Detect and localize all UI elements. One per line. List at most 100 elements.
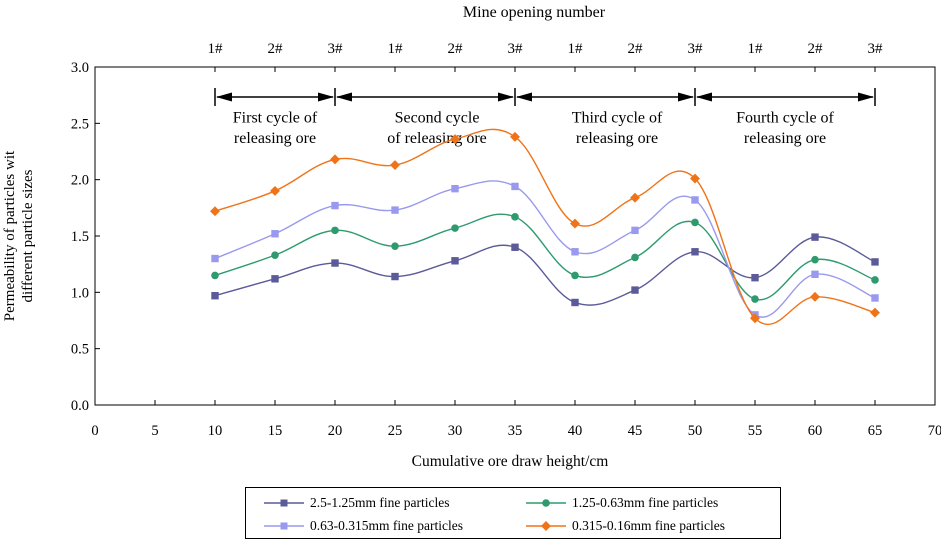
top-axis-title: Mine opening number	[463, 4, 606, 21]
top-tick-label-5: 3#	[508, 41, 524, 57]
series-3-point-7	[571, 248, 579, 256]
y-axis-title-line-2: different particle sizes	[20, 169, 36, 302]
y-tick-label-3: 1.5	[71, 229, 89, 245]
top-tick-label-3: 1#	[388, 41, 404, 57]
series-3-point-8	[631, 226, 639, 235]
series-1-point-12	[871, 258, 879, 266]
series-4-point-9	[690, 173, 700, 184]
series-layer	[210, 128, 880, 326]
y-tick-label-0: 0.0	[71, 398, 89, 414]
x-tick-label-13: 65	[868, 423, 883, 439]
cycle-label-2-line-0: Third cycle of	[572, 110, 663, 127]
top-tick-label-0: 1#	[208, 41, 224, 57]
series-1-point-10	[751, 273, 759, 282]
legend-label-4: 0.315-0.16mm fine particles	[572, 518, 725, 533]
x-tick-label-12: 60	[808, 423, 823, 439]
cycle-label-0-line-1: releasing ore	[234, 130, 316, 147]
series-3-point-2	[271, 230, 279, 238]
series-2-point-5	[451, 224, 459, 232]
series-1-point-2	[271, 275, 279, 283]
top-tick-label-10: 2#	[808, 41, 824, 57]
x-tick-label-8: 40	[568, 423, 583, 439]
series-2-point-9	[691, 218, 699, 227]
series-1-point-7	[571, 298, 579, 307]
legend-item-3: 0.63-0.315mm fine particles	[264, 515, 463, 537]
series-1-point-9	[691, 248, 699, 256]
x-tick-label-6: 30	[448, 423, 463, 439]
legend-swatch-4	[526, 519, 566, 533]
legend-swatch-1	[264, 496, 304, 510]
series-line-3	[214, 180, 876, 318]
series-4-point-8	[630, 192, 640, 203]
legend-label-1: 2.5-1.25mm fine particles	[310, 495, 450, 510]
series-2-point-10	[751, 295, 759, 303]
cycle-label-1-line-1: of releasing ore	[387, 130, 487, 147]
x-tick-label-0: 0	[91, 423, 98, 439]
series-line-4	[214, 128, 876, 326]
top-tick-label-4: 2#	[448, 41, 464, 57]
x-tick-label-4: 20	[328, 423, 343, 439]
top-tick-label-11: 3#	[868, 41, 884, 57]
cycle-arrowhead-right-1	[498, 92, 514, 102]
top-tick-label-2: 3#	[328, 41, 344, 57]
series-4-point-4	[390, 160, 400, 170]
series-3-point-12	[871, 294, 879, 302]
series-4-point-10	[750, 313, 760, 324]
axes: 0.0 0.5 1.0 1.5 2.0 2.5 3.0 0 5 10 15 20 25 30 35 40 45 5…	[71, 41, 941, 439]
legend-item-4: 0.315-0.16mm fine particles	[526, 515, 725, 537]
x-tick-label-10: 50	[688, 423, 703, 439]
series-1-point-1	[211, 292, 219, 300]
series-1-point-5	[451, 257, 459, 265]
x-tick-label-7: 35	[508, 423, 523, 439]
top-tick-label-1: 2#	[268, 41, 284, 57]
x-tick-label-2: 10	[208, 423, 223, 439]
series-4-point-11	[810, 291, 820, 302]
cycle-label-0-line-0: First cycle of	[233, 110, 318, 127]
legend-label-2: 1.25-0.63mm fine particles	[572, 495, 719, 510]
series-1-point-8	[631, 286, 639, 294]
series-2-point-2	[271, 251, 279, 259]
legend-item-1: 2.5-1.25mm fine particles	[264, 492, 449, 514]
series-4-point-6	[510, 131, 520, 142]
y-tick-label-5: 2.5	[71, 116, 89, 132]
cycle-annotations: First cycle of releasing ore Second cycle o…	[214, 88, 876, 147]
cycle-label-1-line-0: Second cycle	[395, 110, 480, 127]
top-tick-label-7: 2#	[628, 41, 644, 57]
series-1-point-6	[511, 243, 519, 251]
series-3-point-6	[511, 182, 519, 191]
cycle-label-3-line-1: releasing ore	[744, 130, 826, 147]
y-tick-label-2: 1.0	[71, 285, 89, 301]
y-tick-label-6: 3.0	[71, 60, 89, 76]
series-4-point-1	[210, 206, 220, 217]
x-tick-label-1: 5	[151, 423, 158, 439]
series-3-point-3	[331, 201, 339, 210]
y-tick-label-4: 2.0	[71, 173, 89, 189]
top-tick-label-9: 1#	[748, 41, 764, 57]
series-2-point-6	[511, 213, 519, 221]
series-4-point-3	[330, 154, 340, 165]
top-tick-label-6: 1#	[568, 41, 584, 57]
cycle-label-3-line-0: Fourth cycle of	[736, 110, 834, 127]
series-2-point-12	[871, 276, 879, 284]
x-tick-label-9: 45	[628, 423, 643, 439]
legend-swatch-3	[264, 519, 304, 533]
series-4-point-5	[450, 134, 460, 145]
x-tick-label-11: 55	[748, 423, 763, 439]
cycle-arrowhead-right-0	[318, 92, 334, 102]
x-axis-title: Cumulative ore draw height/cm	[412, 453, 609, 470]
y-axis-title-line-1: Permeability of particles wit	[2, 150, 18, 321]
series-line-2	[214, 213, 876, 301]
legend-label-3: 0.63-0.315mm fine particles	[310, 518, 463, 533]
cycle-label-2-line-1: releasing ore	[576, 130, 658, 147]
cycle-arrowhead-right-2	[678, 92, 694, 102]
series-4-point-2	[270, 185, 280, 196]
series-1-point-4	[391, 272, 399, 281]
cycle-arrowhead-right-3	[858, 92, 874, 102]
series-4-point-7	[570, 218, 580, 229]
series-4-point-12	[870, 307, 880, 318]
cycle-arrowhead-left-3	[696, 92, 712, 102]
legend: 2.5-1.25mm fine particles 1.25-0.63mm fi…	[245, 487, 781, 539]
x-tick-label-3: 15	[268, 423, 283, 439]
cycle-arrowhead-left-1	[336, 92, 352, 102]
